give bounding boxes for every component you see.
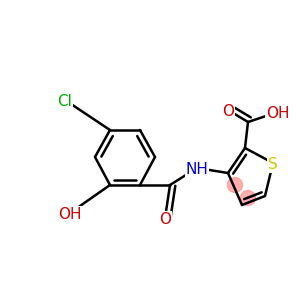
Text: OH: OH <box>58 207 82 222</box>
Text: NH: NH <box>186 162 208 177</box>
Text: OH: OH <box>266 106 290 121</box>
Circle shape <box>241 190 256 206</box>
Circle shape <box>227 178 242 193</box>
Text: Cl: Cl <box>58 94 72 109</box>
Text: O: O <box>222 104 234 119</box>
Text: O: O <box>159 212 171 227</box>
Text: S: S <box>268 157 278 172</box>
